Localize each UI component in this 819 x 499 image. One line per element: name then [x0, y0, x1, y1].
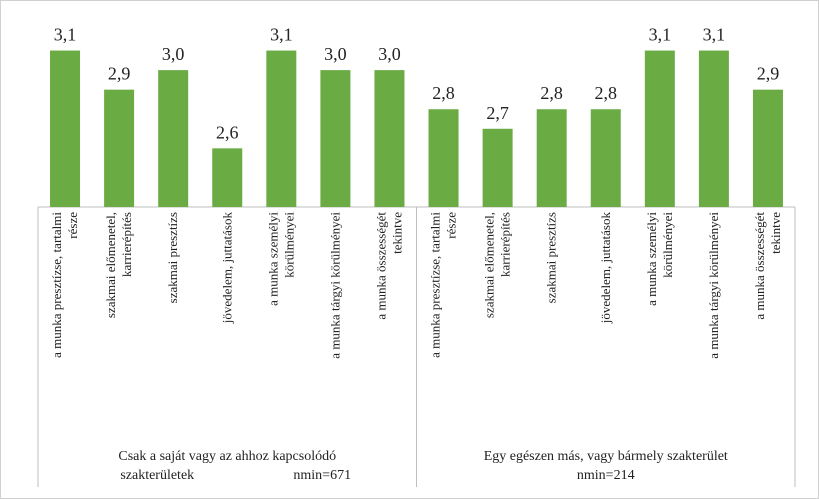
bar: [644, 50, 675, 207]
x-tick-label: a munka presztízse, tartalmi: [49, 212, 64, 358]
group-label: Csak a saját vagy az ahhoz kapcsolódó: [118, 449, 336, 464]
x-tick-label: a munka személyi: [265, 212, 280, 306]
value-label: 3,0: [324, 44, 347, 64]
group-label: Egy egészen más, vagy bármely szakterüle…: [484, 449, 728, 464]
x-tick-label: karrierépítés: [498, 212, 513, 277]
bar: [50, 50, 81, 207]
x-tick-label: a munka tárgyi körülményei: [327, 212, 342, 359]
x-tick-label: körülményei: [660, 212, 675, 278]
x-tick-label: jövedelem, juttatások: [598, 212, 613, 325]
x-tick-label: jövedelem, juttatások: [219, 212, 234, 325]
x-tick-label: tekintve: [768, 212, 783, 254]
x-tick-label: a munka személyi: [644, 212, 659, 306]
value-label: 2,6: [216, 122, 239, 142]
bar: [698, 50, 729, 207]
x-tick-label: körülményei: [281, 212, 296, 278]
x-tick-label: a munka tárgyi körülményei: [706, 212, 721, 359]
bar: [104, 89, 135, 207]
bar: [374, 70, 405, 207]
value-label: 3,1: [649, 25, 672, 45]
x-tick-label: szakmai presztízs: [544, 212, 559, 303]
bar: [590, 109, 621, 207]
bar: [536, 109, 567, 207]
bar: [752, 89, 783, 207]
x-tick-label: a munka összességét: [752, 212, 767, 320]
x-tick-label: szakmai előmenetel,: [103, 212, 118, 318]
x-tick-label: a munka összességét: [373, 212, 388, 320]
x-tick-label: szakmai előmenetel,: [482, 212, 497, 318]
x-tick-label: szakmai presztízs: [165, 212, 180, 303]
group-label: szakterületek: [120, 468, 194, 483]
value-label: 3,1: [54, 25, 77, 45]
group-count: nmin=671: [293, 468, 351, 483]
value-label: 3,0: [378, 44, 401, 64]
bar: [266, 50, 297, 207]
group-count: nmin=214: [577, 468, 635, 483]
value-label: 2,7: [486, 103, 509, 123]
x-tick-label: tekintve: [389, 212, 404, 254]
value-label: 2,8: [595, 83, 618, 103]
bar: [428, 109, 459, 207]
value-label: 3,0: [162, 44, 185, 64]
value-label: 3,1: [270, 25, 293, 45]
x-tick-label: a munka presztízse, tartalmi: [428, 212, 443, 358]
x-tick-label: része: [444, 212, 459, 239]
value-label: 2,8: [432, 83, 455, 103]
value-label: 2,9: [108, 64, 131, 84]
value-label: 2,9: [757, 64, 780, 84]
value-label: 3,1: [703, 25, 726, 45]
bar: [212, 148, 243, 207]
bar: [320, 70, 351, 207]
bar: [158, 70, 189, 207]
value-label: 2,8: [540, 83, 563, 103]
x-tick-label: karrierépítés: [119, 212, 134, 277]
bar: [482, 128, 513, 207]
x-tick-label: része: [65, 212, 80, 239]
